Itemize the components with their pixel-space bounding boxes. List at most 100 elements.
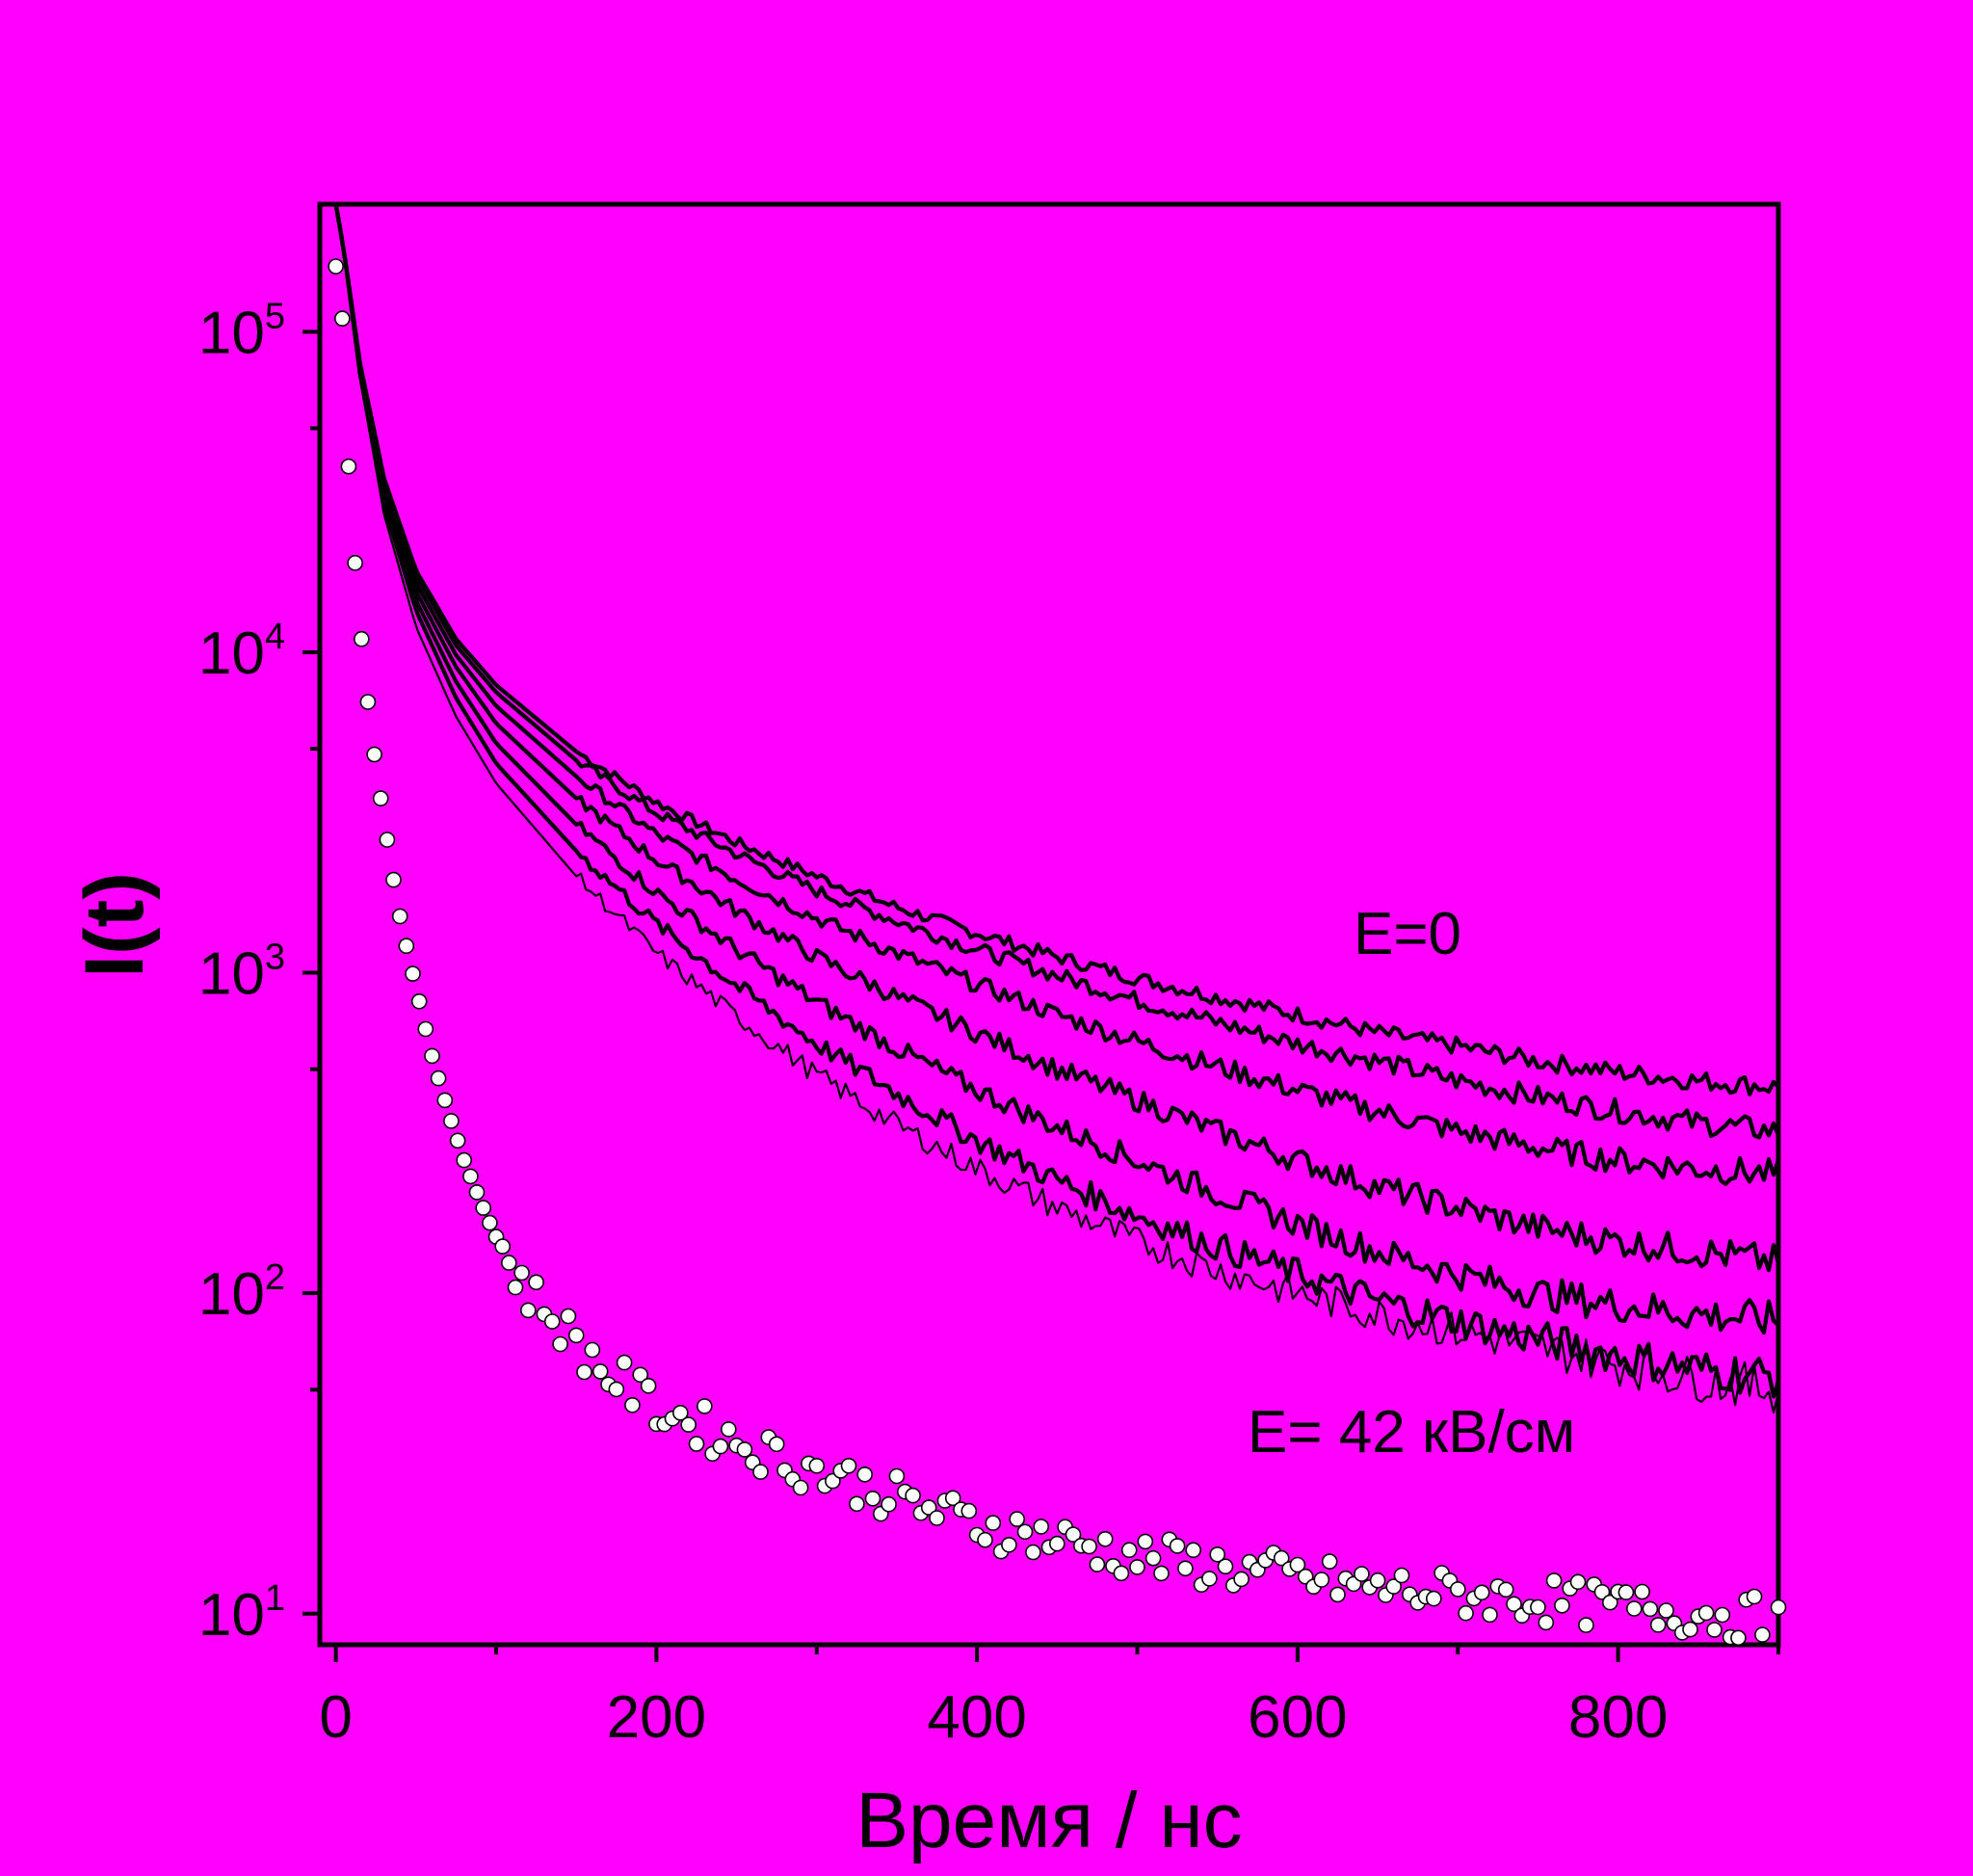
irf-marker (1682, 1621, 1698, 1638)
plot-frame (317, 201, 1781, 1648)
irf-marker (944, 1490, 961, 1507)
irf-marker (1770, 1599, 1787, 1616)
irf-marker (410, 993, 428, 1010)
irf-marker (1153, 1565, 1170, 1582)
irf-marker (1120, 1542, 1138, 1558)
irf-marker (405, 965, 421, 982)
irf-marker (1009, 1511, 1025, 1527)
irf-marker (1538, 1614, 1555, 1631)
irf-marker (1554, 1598, 1570, 1614)
x-tick-label: 400 (927, 1684, 1026, 1751)
irf-marker (1569, 1573, 1587, 1591)
irf-marker (456, 1151, 473, 1169)
decay-curve-1 (333, 203, 1780, 1097)
irf-marker (608, 1381, 625, 1398)
irf-marker (680, 1416, 697, 1433)
irf-marker (1545, 1572, 1563, 1589)
irf-marker (475, 1200, 492, 1216)
irf-marker (385, 871, 402, 888)
irf-marker (340, 458, 357, 475)
irf-marker (881, 1495, 897, 1513)
irf-marker (328, 258, 344, 275)
irf-marker (347, 554, 363, 571)
irf-marker (1369, 1572, 1386, 1589)
irf-marker (688, 1436, 705, 1452)
irf-marker (576, 1363, 592, 1381)
irf-marker (1658, 1602, 1674, 1619)
x-tick-label: 800 (1568, 1684, 1668, 1751)
irf-marker (1746, 1588, 1763, 1605)
irf-marker (1321, 1553, 1338, 1570)
irf-marker (1137, 1533, 1154, 1550)
irf-marker (1209, 1546, 1225, 1563)
irf-marker (1289, 1556, 1306, 1573)
irf-marker (436, 1092, 454, 1109)
irf-marker (808, 1458, 826, 1474)
x-tick-label: 200 (607, 1684, 706, 1751)
irf-marker (1129, 1559, 1145, 1575)
irf-marker (1217, 1558, 1234, 1574)
irf-marker (712, 1438, 729, 1455)
irf-marker (1201, 1571, 1218, 1587)
irf-marker (752, 1464, 769, 1480)
irf-marker (1065, 1526, 1082, 1543)
irf-marker (1426, 1590, 1442, 1607)
irf-marker (560, 1308, 577, 1325)
decay-curve-5 (333, 203, 1780, 1335)
irf-marker (696, 1398, 713, 1414)
irf-marker (1482, 1606, 1498, 1624)
irf-marker (624, 1397, 641, 1414)
irf-marker (592, 1363, 609, 1380)
irf-marker (792, 1479, 809, 1496)
irf-marker (1081, 1538, 1097, 1555)
irf-marker (671, 1405, 689, 1421)
irf-marker (1626, 1600, 1643, 1617)
irf-marker (1049, 1535, 1065, 1552)
irf-marker (1706, 1622, 1723, 1638)
irf-marker (1385, 1578, 1402, 1595)
irf-marker (430, 1070, 447, 1087)
irf-marker (1506, 1596, 1522, 1613)
irf-marker (1497, 1581, 1514, 1599)
irf-marker (1096, 1531, 1114, 1547)
irf-marker (379, 832, 396, 848)
irf-marker (977, 1531, 993, 1548)
x-tick-label: 0 (319, 1684, 352, 1751)
irf-marker (1233, 1571, 1250, 1588)
irf-marker (1450, 1581, 1466, 1598)
irf-marker (494, 1238, 512, 1255)
irf-marker (391, 908, 408, 925)
x-tick-label: 600 (1248, 1684, 1347, 1751)
irf-marker (1177, 1560, 1194, 1577)
y-axis-title: I(t) (68, 872, 161, 978)
decay-curve-2 (333, 203, 1780, 1140)
irf-marker (888, 1467, 906, 1485)
annotation-e42: E= 42 кВ/см (1248, 1399, 1575, 1466)
y-tick-label: 101 (198, 1578, 285, 1649)
irf-marker (528, 1274, 544, 1291)
irf-marker (1593, 1584, 1611, 1600)
irf-marker (1144, 1549, 1162, 1567)
y-tick-label: 104 (198, 617, 285, 687)
irf-marker (366, 746, 382, 763)
irf-marker (1001, 1537, 1017, 1553)
irf-marker (1393, 1567, 1410, 1584)
irf-marker (462, 1168, 479, 1185)
irf-marker (1730, 1629, 1747, 1647)
decay-curve-7 (334, 203, 1780, 1414)
irf-marker (1113, 1565, 1130, 1582)
irf-marker (353, 630, 370, 647)
irf-marker (543, 1313, 561, 1330)
axis-layer: 0 200 400 600 800 101 102 103 104 105 (198, 296, 1780, 1751)
irf-marker (985, 1515, 1002, 1531)
y-tick-label: 105 (198, 296, 285, 366)
irf-marker (1754, 1626, 1771, 1643)
irf-marker (1473, 1584, 1490, 1601)
irf-marker (1458, 1604, 1474, 1622)
irf-marker (372, 790, 389, 806)
irf-marker (1016, 1523, 1034, 1541)
irf-marker (1185, 1542, 1201, 1558)
irf-marker (482, 1214, 498, 1231)
decay-curve-3 (333, 203, 1780, 1186)
marker-layer (328, 258, 1787, 1647)
